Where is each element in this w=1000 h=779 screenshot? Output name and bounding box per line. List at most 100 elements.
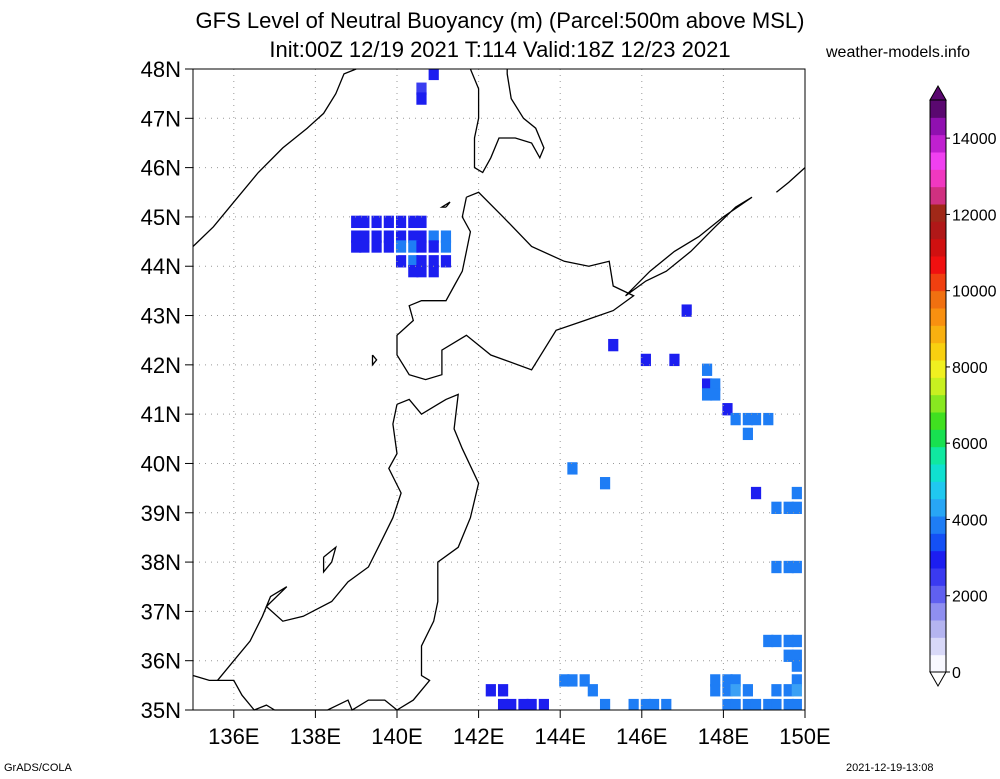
lat-label: 47N	[141, 106, 181, 131]
field-cells	[351, 69, 802, 710]
field-cell	[351, 240, 362, 253]
colorbar-segment	[930, 152, 946, 170]
colorbar-segment	[930, 429, 946, 448]
field-cell	[763, 698, 774, 710]
field-cell	[428, 240, 439, 253]
field-cell	[408, 240, 419, 253]
field-cell	[497, 698, 509, 710]
chart-title: GFS Level of Neutral Buoyancy (m) (Parce…	[195, 8, 805, 33]
field-cell	[440, 240, 452, 253]
field-cell	[408, 264, 419, 278]
colorbar-segment	[930, 360, 946, 378]
field-cell	[408, 255, 419, 268]
field-cell	[681, 304, 692, 317]
field-cell	[395, 230, 407, 243]
field-cell	[599, 698, 611, 710]
field-cell	[742, 412, 753, 426]
field-cell	[567, 462, 578, 475]
field-cell	[783, 560, 794, 574]
lat-label: 48N	[141, 57, 181, 82]
field-cell	[722, 403, 733, 416]
field-cell	[791, 659, 802, 672]
field-cell	[408, 230, 419, 243]
field-cell	[783, 634, 794, 648]
map-frame	[192, 68, 806, 711]
colorbar-segment	[930, 308, 946, 326]
colorbar-segment	[930, 290, 946, 309]
colorbar-segment	[930, 325, 946, 344]
chart-subtitle: Init:00Z 12/19 2021 T:114 Valid:18Z 12/2…	[269, 37, 731, 62]
colorbar-segment	[930, 481, 946, 500]
field-cell	[351, 215, 362, 229]
colorbar-segment	[930, 134, 946, 153]
colorbar-segment	[930, 620, 946, 638]
map-grid	[193, 69, 805, 710]
colorbar-segment	[930, 568, 946, 586]
colorbar-segment	[930, 464, 946, 482]
lat-label: 45N	[141, 205, 181, 230]
field-cell	[701, 363, 713, 376]
field-cell	[771, 634, 782, 648]
field-cell	[428, 255, 439, 268]
colorbar-segment	[930, 602, 946, 621]
coastline	[371, 354, 378, 367]
colorbar-segment	[930, 394, 946, 413]
colorbar-segment	[930, 342, 946, 361]
field-cell	[416, 240, 427, 253]
lon-label: 142E	[453, 724, 504, 749]
colorbar-segment	[930, 498, 946, 517]
colorbar-segment	[930, 585, 946, 604]
footer-timestamp: 2021-12-19-13:08	[846, 762, 934, 774]
field-cell	[722, 684, 733, 697]
field-cell	[359, 230, 370, 243]
coastlines	[192, 68, 806, 711]
field-cell	[579, 674, 590, 687]
field-cell	[359, 240, 370, 253]
colorbar-segment	[930, 169, 946, 188]
field-cell	[750, 698, 762, 710]
field-cell	[763, 634, 774, 648]
field-cell	[395, 255, 407, 268]
field-cell	[359, 215, 370, 229]
footer-credit: GrADS/COLA	[4, 762, 72, 774]
colorbar-segment	[930, 654, 946, 673]
field-cell	[518, 698, 529, 710]
field-cell	[416, 255, 427, 268]
coastline	[192, 68, 357, 247]
field-cell	[506, 698, 517, 710]
field-cell	[750, 486, 762, 500]
field-cell	[783, 698, 794, 710]
lon-label: 144E	[535, 724, 586, 749]
field-cell	[763, 412, 774, 426]
field-cell	[416, 92, 427, 105]
coastline	[439, 201, 451, 208]
field-cell	[371, 240, 382, 253]
colorbar-label: 4000	[952, 512, 988, 529]
lat-label: 44N	[141, 254, 181, 279]
field-cell	[640, 353, 651, 367]
field-cell	[701, 388, 713, 401]
lat-label: 35N	[141, 698, 181, 723]
lat-label: 46N	[141, 156, 181, 181]
colorbar-label: 6000	[952, 436, 988, 453]
field-cell	[722, 698, 733, 710]
field-cell	[791, 674, 802, 687]
field-cell	[791, 486, 802, 500]
field-cell	[791, 560, 802, 574]
colorbar-segment	[930, 412, 946, 430]
colorbar-bottom-arrow	[929, 671, 947, 688]
colorbar-segment	[930, 516, 946, 534]
field-cell	[371, 215, 382, 229]
colorbar-label: 8000	[952, 360, 988, 377]
colorbar-segment	[930, 446, 946, 465]
field-cell	[587, 684, 598, 697]
colorbar-segment	[930, 100, 946, 118]
lat-label: 42N	[141, 353, 181, 378]
lat-label: 40N	[141, 451, 181, 476]
site-label: weather-models.info	[826, 44, 971, 61]
field-cell	[648, 698, 660, 710]
field-cell	[497, 684, 509, 697]
coastline	[216, 404, 402, 681]
lon-label: 148E	[698, 724, 749, 749]
lon-label: 140E	[371, 724, 422, 749]
